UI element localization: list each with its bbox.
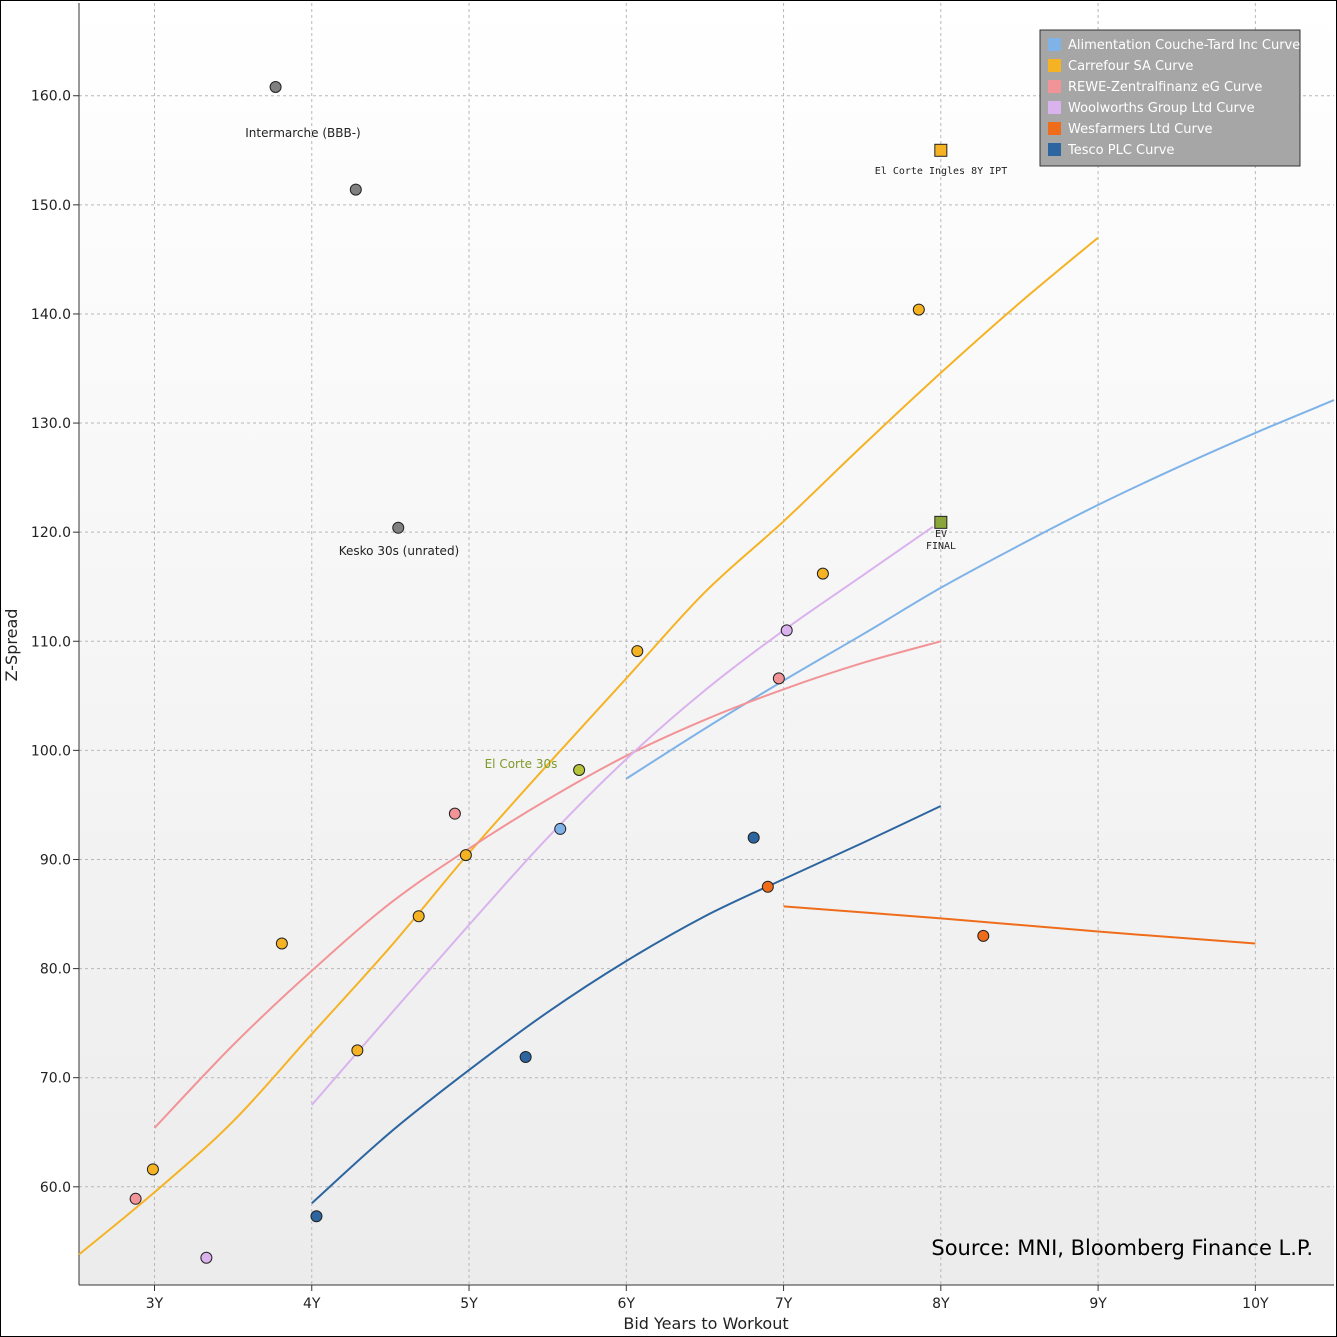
wesfarmers-ltd-bond-point[interactable] [761,880,774,893]
y-tick-label: 140.0 [31,307,71,323]
ev-marker[interactable] [934,515,948,529]
comparable-bond-point[interactable] [349,183,362,196]
alimentation-couche-tard-inc-bond-point[interactable] [554,822,567,835]
carrefour-sa-bond-point[interactable] [459,849,472,862]
carrefour-sa-bond-point[interactable] [816,567,829,580]
tesco-plc-curve-line [311,805,942,1204]
x-tick-label: 7Y [775,1296,793,1312]
carrefour-sa-bond-point[interactable] [912,303,925,316]
legend-label: REWE-Zentralfinanz eG Curve [1068,80,1262,95]
annotation-kesko: Kesko 30s (unrated) [339,544,460,558]
y-tick-label: 150.0 [31,198,71,214]
rewe-zentralfinanz-eg-bond-point[interactable] [772,672,785,685]
tesco-plc-bond-point[interactable] [310,1210,323,1223]
legend-label: Wesfarmers Ltd Curve [1068,122,1213,137]
annotation-el-corte-ipt: El Corte Ingles 8Y IPT [875,166,1007,177]
legend-box [1039,29,1301,167]
x-tick-label: 4Y [303,1296,321,1312]
y-tick-label: 90.0 [40,852,71,868]
woolworths-group-ltd-bond-point[interactable] [200,1251,213,1264]
carrefour-sa-bond-point[interactable] [631,645,644,658]
y-tick-label: 60.0 [40,1180,71,1196]
y-tick-label: 130.0 [31,416,71,432]
woolworths-group-ltd-bond-point[interactable] [780,624,793,637]
y-axis-title: Z-Spread [2,609,21,682]
tesco-plc-bond-point[interactable] [519,1050,532,1063]
y-tick-label: 110.0 [31,634,71,650]
legend-swatch [1048,59,1061,72]
annotation-final: FINAL [926,541,956,552]
plot-background [79,3,1334,1285]
x-tick-label: 3Y [146,1296,164,1312]
tesco-plc-bond-point[interactable] [747,831,760,844]
rewe-zentralfinanz-eg-curve-line [153,640,942,1129]
ipt-marker[interactable] [934,143,948,157]
x-tick-label: 5Y [460,1296,478,1312]
legend-label: Alimentation Couche-Tard Inc Curve [1068,38,1300,53]
carrefour-sa-curve-line [78,236,1099,1256]
x-tick-label: 10Y [1242,1296,1269,1312]
y-tick-label: 100.0 [31,743,71,759]
ticks: 3Y 4Y 5Y 6Y 7Y 8Y 9Y 10Y 60.0 70.0 80.0 90.0 100.0 11… [31,89,1269,1312]
woolworths-group-ltd-curve-line [311,525,934,1106]
legend-swatch [1048,38,1061,51]
legend-label: Woolworths Group Ltd Curve [1068,101,1255,116]
carrefour-sa-bond-point[interactable] [275,937,288,950]
carrefour-sa-bond-point[interactable] [146,1163,159,1176]
markers [934,143,948,529]
wesfarmers-ltd-curve-line [783,905,1256,945]
legend-label: Tesco PLC Curve [1067,143,1174,158]
legend-swatch [1048,143,1061,156]
x-tick-label: 9Y [1089,1296,1107,1312]
y-tick-label: 80.0 [40,962,71,978]
source-note: Source: MNI, Bloomberg Finance L.P. [931,1236,1313,1260]
carrefour-sa-bond-point[interactable] [412,910,425,923]
x-tick-label: 8Y [932,1296,950,1312]
annotation-intermarche: Intermarche (BBB-) [245,126,360,140]
legend-swatch [1048,101,1061,114]
rewe-zentralfinanz-eg-bond-point[interactable] [448,807,461,820]
y-tick-label: 120.0 [31,525,71,541]
legend-swatch [1048,80,1061,93]
x-axis-title: Bid Years to Workout [623,1314,788,1333]
points [129,81,990,1264]
annotation-el-corte-30s: El Corte 30s [485,757,558,771]
kesko-30s-unrated-point[interactable] [392,521,405,534]
y-tick-label: 70.0 [40,1071,71,1087]
legend-label: Carrefour SA Curve [1068,59,1193,74]
annotation-ev: EV [935,529,947,540]
rewe-zentralfinanz-eg-bond-point[interactable] [129,1192,142,1205]
x-tick-label: 6Y [618,1296,636,1312]
carrefour-sa-bond-point[interactable] [351,1044,364,1057]
y-tick-label: 160.0 [31,89,71,105]
wesfarmers-ltd-bond-point[interactable] [977,929,990,942]
legend-swatch [1048,122,1061,135]
legend: Alimentation Couche-Tard Inc Curve Carref… [1039,29,1301,167]
el-corte-30s-point[interactable] [573,764,586,777]
curves [78,236,1335,1256]
intermarche-bbb-point[interactable] [269,81,282,94]
